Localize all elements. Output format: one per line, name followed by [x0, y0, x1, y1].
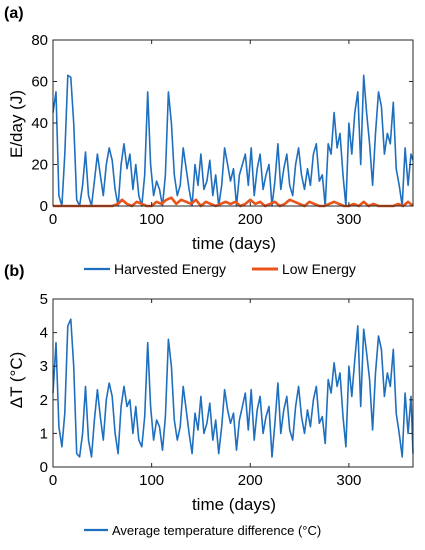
- y-tick-label: 80: [31, 32, 48, 49]
- x-tick-label: 300: [336, 472, 361, 489]
- panel-a-y-axis-label: E/day (J): [7, 90, 26, 158]
- panel-a-energy-chart: (a) E/day (J) time (days) 0 100 200 300 0 20 4…: [4, 5, 414, 277]
- plot-background: [53, 299, 413, 467]
- panel-b-temperature-chart: (b) ΔT (°C) time (days) 0 100 200 300 0 1 2 3 4 5…: [4, 263, 414, 538]
- y-tick-label: 1: [40, 425, 48, 442]
- panel-a-plot-area: 0 100 200 300 0 20 40 60 80: [31, 32, 414, 228]
- y-tick-label: 4: [40, 325, 48, 342]
- series-line-average-temperature-difference-c: [52, 318, 414, 458]
- x-tick-label: 200: [238, 211, 263, 228]
- x-tick-label: 300: [336, 211, 361, 228]
- x-tick-label: 200: [238, 472, 263, 489]
- panel-a-x-axis-label: time (days): [192, 234, 276, 253]
- plot-background: [53, 40, 413, 206]
- y-tick-label: 0: [40, 198, 48, 215]
- panel-b-x-axis-label: time (days): [192, 495, 276, 514]
- x-tick-label: 100: [139, 211, 164, 228]
- panel-b-legend: Average temperature difference (°C): [84, 523, 321, 538]
- y-tick-label: 60: [31, 74, 48, 91]
- y-tick-label: 20: [31, 157, 48, 174]
- legend-label-harvested-energy: Harvested Energy: [114, 261, 226, 277]
- panel-b-label: (b): [4, 263, 24, 280]
- y-tick-label: 40: [31, 115, 48, 132]
- x-tick-label: 100: [139, 472, 164, 489]
- x-tick-label: 0: [49, 211, 57, 228]
- series-line-harvested-energy: [52, 74, 414, 207]
- x-tick-label: 0: [49, 472, 57, 489]
- y-tick-label: 5: [40, 291, 48, 308]
- legend-label-low-energy: Low Energy: [282, 261, 356, 277]
- panel-b-y-axis-label: ΔT (°C): [7, 352, 26, 409]
- panel-b-plot-area: 0 100 200 300 0 1 2 3 4 5: [40, 291, 414, 489]
- y-tick-label: 3: [40, 358, 48, 375]
- y-tick-label: 0: [40, 459, 48, 476]
- panel-a-legend: Harvested Energy Low Energy: [84, 261, 356, 277]
- axes-box: [52, 298, 414, 468]
- legend-label-average-temperature-difference: Average temperature difference (°C): [112, 523, 321, 538]
- y-tick-label: 2: [40, 392, 48, 409]
- panel-a-label: (a): [4, 5, 24, 22]
